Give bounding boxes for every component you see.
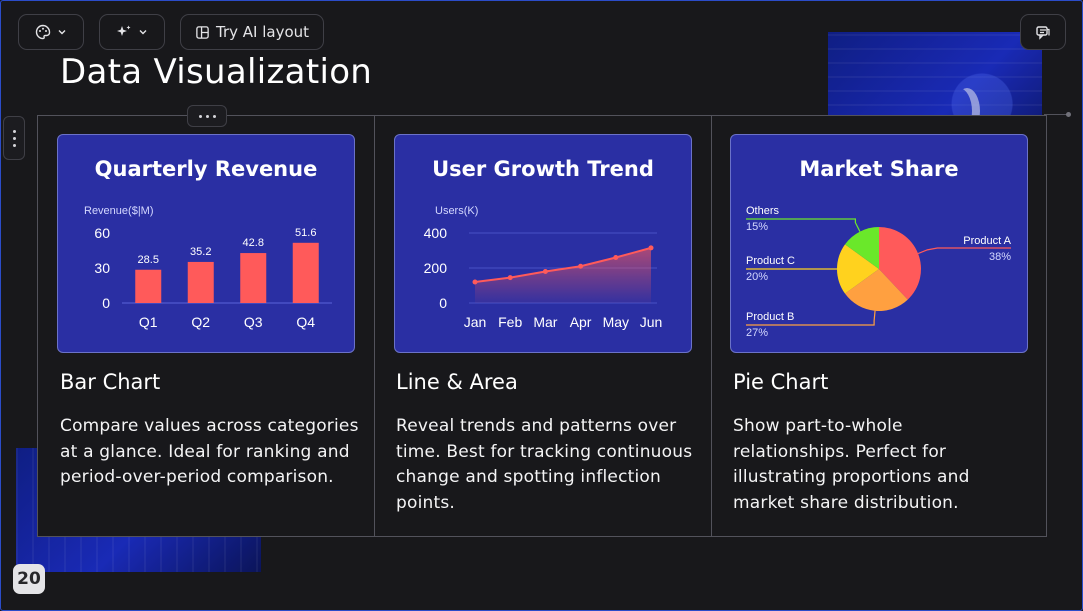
bar: [135, 269, 162, 303]
column-divider: [711, 116, 712, 536]
bar-chart-card[interactable]: Quarterly Revenue Revenue($|M) 0 30 60 28.5 Q…: [57, 134, 355, 353]
bar: [240, 253, 267, 303]
chart-title: Quarterly Revenue: [94, 157, 318, 181]
y-axis-label: Revenue($|M): [84, 205, 154, 217]
pie-slice-percent: 38%: [989, 251, 1011, 263]
data-point: [507, 275, 513, 281]
x-tick-label: May: [603, 314, 629, 330]
pie-slice-percent: 20%: [746, 271, 768, 283]
pie-slice: [879, 227, 921, 300]
sparkles-icon: [117, 25, 131, 36]
comment-icon: [1036, 26, 1050, 40]
theme-button[interactable]: [18, 14, 84, 50]
y-tick-label: 400: [424, 225, 448, 241]
bar: [187, 261, 214, 303]
y-tick-label: 0: [102, 295, 110, 311]
pie-slice: [845, 227, 879, 269]
y-tick-label: 30: [94, 260, 110, 276]
column-heading[interactable]: Line & Area: [396, 370, 518, 394]
column-description[interactable]: Compare values across categories at a gl…: [60, 416, 359, 487]
pie-slice-name: Product A: [963, 235, 1011, 247]
y-tick-label: 0: [439, 295, 447, 311]
pie-leader-line: [746, 218, 861, 232]
pie-slice-name: Others: [746, 205, 780, 217]
pie-slice-name: Product C: [746, 255, 795, 267]
pie-leader-line: [746, 310, 876, 326]
try-ai-layout-label: Try AI layout: [215, 23, 310, 41]
palette-icon: [35, 24, 51, 40]
column-description[interactable]: Reveal trends and patterns over time. Be…: [396, 416, 693, 513]
layout-icon: [196, 25, 209, 39]
pie-chart: Product A 38% Product B 27% Product C 20% Othe…: [746, 205, 1012, 339]
x-tick-label: Feb: [498, 314, 522, 330]
ai-button[interactable]: [99, 14, 165, 50]
x-tick-label: Q1: [139, 314, 158, 330]
bar-chart: Revenue($|M) 0 30 60 28.5 Q1 35.2 Q2 42.8 Q3 51.6 Q…: [84, 205, 332, 330]
bar-value-label: 35.2: [190, 246, 211, 258]
data-point: [648, 245, 654, 251]
bar: [292, 242, 319, 303]
guide-line: [1044, 114, 1070, 115]
series-line: [474, 246, 652, 283]
guide-dot: [1066, 112, 1071, 117]
x-tick-label: Apr: [570, 314, 592, 330]
pie-slice: [837, 244, 879, 294]
comments-button[interactable]: [1020, 14, 1066, 50]
pie-slice: [845, 269, 908, 311]
pie-chart-card[interactable]: Market Share Product A 38% Product B 27% Pro…: [730, 134, 1028, 353]
bar-value-label: 28.5: [138, 254, 159, 266]
data-point: [542, 269, 548, 274]
chart-title: User Growth Trend: [432, 157, 654, 181]
x-tick-label: Q4: [296, 314, 315, 330]
data-point: [613, 255, 619, 260]
area-fill: [475, 247, 651, 303]
page-number: 20: [13, 564, 45, 594]
pie-slice-name: Product B: [746, 311, 794, 323]
x-tick-label: Mar: [533, 314, 557, 330]
x-tick-label: Jan: [464, 314, 487, 330]
chevron-down-icon: [139, 30, 147, 35]
line-chart-card[interactable]: User Growth Trend Users(K) 0 200 400 Jan Feb M…: [394, 134, 692, 353]
y-tick-label: 60: [94, 225, 110, 241]
chart-title: Market Share: [799, 157, 959, 181]
column-divider: [374, 116, 375, 536]
slide-title[interactable]: Data Visualization: [60, 52, 373, 92]
area-chart: Users(K) 0 200 400 Jan Feb Mar Apr May Jun: [424, 205, 663, 330]
y-tick-label: 200: [424, 260, 448, 276]
side-drag-handle[interactable]: [3, 116, 25, 160]
pie-slice-percent: 15%: [746, 221, 768, 233]
x-tick-label: Q2: [191, 314, 210, 330]
column-description[interactable]: Show part-to-whole relationships. Perfec…: [733, 416, 970, 513]
pie-leader-line: [917, 247, 1011, 255]
x-tick-label: Q3: [244, 314, 263, 330]
bar-value-label: 42.8: [243, 237, 264, 249]
x-tick-label: Jun: [640, 314, 663, 330]
y-axis-label: Users(K): [435, 205, 478, 217]
data-point: [578, 263, 584, 269]
pie-slice-percent: 27%: [746, 327, 768, 339]
top-drag-handle[interactable]: [187, 105, 227, 127]
try-ai-layout-button[interactable]: Try AI layout: [180, 14, 324, 50]
column-heading[interactable]: Bar Chart: [60, 370, 161, 394]
column-heading[interactable]: Pie Chart: [733, 370, 829, 394]
chevron-down-icon: [58, 30, 66, 35]
data-point: [472, 279, 478, 285]
bar-value-label: 51.6: [295, 227, 316, 239]
